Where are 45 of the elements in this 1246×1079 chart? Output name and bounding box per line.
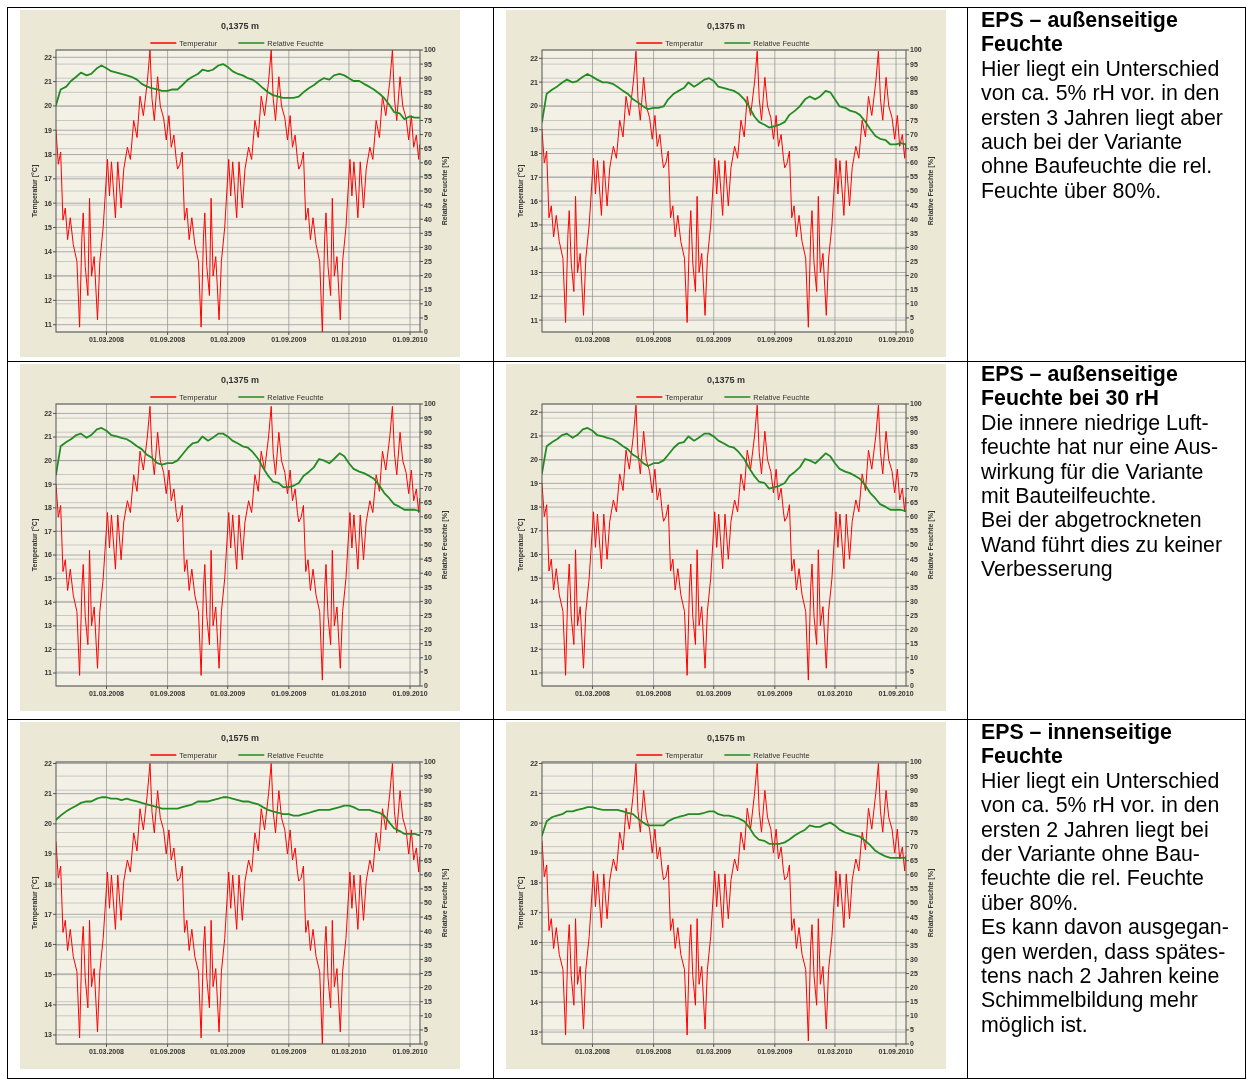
text: der Variante ohne Bau- xyxy=(981,842,1201,867)
text: Die innere niedrige Luft- xyxy=(981,410,1210,436)
text: EPS – außenseitige Feuchte bei 30 rH xyxy=(981,362,1179,411)
chart-title: 0,1375 m xyxy=(706,375,746,385)
line-series xyxy=(542,73,906,146)
line-series xyxy=(56,427,420,513)
text: von ca. 5% rH vor. in den xyxy=(981,793,1221,818)
line-series xyxy=(542,762,906,1042)
text: EPS – innenseitige Feuchte xyxy=(981,720,1173,769)
line-series xyxy=(542,427,906,513)
text: Bei der abgetrockneten xyxy=(981,508,1203,533)
text: ersten 2 Jahren liegt bei xyxy=(981,817,1210,843)
text: ersten 3 Jahren liegt aber xyxy=(981,105,1224,131)
text: mit Bauteilfeuchte. xyxy=(981,484,1158,509)
chart-title: 0,1575 m xyxy=(220,733,260,743)
text: möglich ist. xyxy=(981,1012,1089,1038)
text: auch bei der Variante xyxy=(981,130,1184,155)
text: Wand führt dies zu keiner xyxy=(981,532,1224,558)
text: über 80%. xyxy=(981,890,1080,916)
text: ohne Baufeuchte die rel. xyxy=(981,154,1214,179)
text: Feuchte über 80%. xyxy=(981,178,1163,204)
text: Hier liegt ein Unterschied xyxy=(981,768,1221,794)
chart-title: 0,1375 m xyxy=(220,375,260,385)
line-series xyxy=(56,63,420,120)
chart-title: 0,1575 m xyxy=(706,733,746,743)
text: tens nach 2 Jahren keine xyxy=(981,964,1221,989)
line-series xyxy=(542,404,906,681)
text: feuchte hat nur eine Aus- xyxy=(981,435,1220,460)
text: EPS – außenseitige Feuchte xyxy=(981,8,1179,57)
text: wirkung für die Variante xyxy=(981,459,1205,485)
line-series xyxy=(56,50,420,332)
text: von ca. 5% rH vor. in den xyxy=(981,81,1221,106)
text: Verbesserung xyxy=(981,557,1114,582)
text: feuchte die rel. Feuchte xyxy=(981,866,1205,891)
line-series xyxy=(56,796,420,837)
line-series xyxy=(56,405,420,681)
chart-title: 0,1375 m xyxy=(220,21,260,31)
chart-title: 0,1375 m xyxy=(706,21,746,31)
text: Hier liegt ein Unterschied xyxy=(981,56,1221,82)
line-series xyxy=(56,763,420,1044)
line-series xyxy=(542,806,906,859)
text: Es kann davon ausgegan- xyxy=(981,915,1230,940)
text: gen werden, dass spätes- xyxy=(981,939,1227,965)
line-series xyxy=(542,50,906,328)
text: Schimmelbildung mehr xyxy=(981,988,1199,1013)
